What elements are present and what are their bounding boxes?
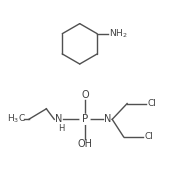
Text: OH: OH <box>78 139 93 149</box>
Text: O: O <box>81 90 89 100</box>
Text: P: P <box>82 114 88 124</box>
Text: H$_3$C: H$_3$C <box>7 112 26 125</box>
Text: H: H <box>59 124 65 134</box>
Text: Cl: Cl <box>144 132 153 141</box>
Text: Cl: Cl <box>148 99 157 108</box>
Text: N: N <box>104 114 112 124</box>
Text: NH$_2$: NH$_2$ <box>109 27 127 40</box>
Text: N: N <box>55 114 62 124</box>
Circle shape <box>80 114 90 124</box>
